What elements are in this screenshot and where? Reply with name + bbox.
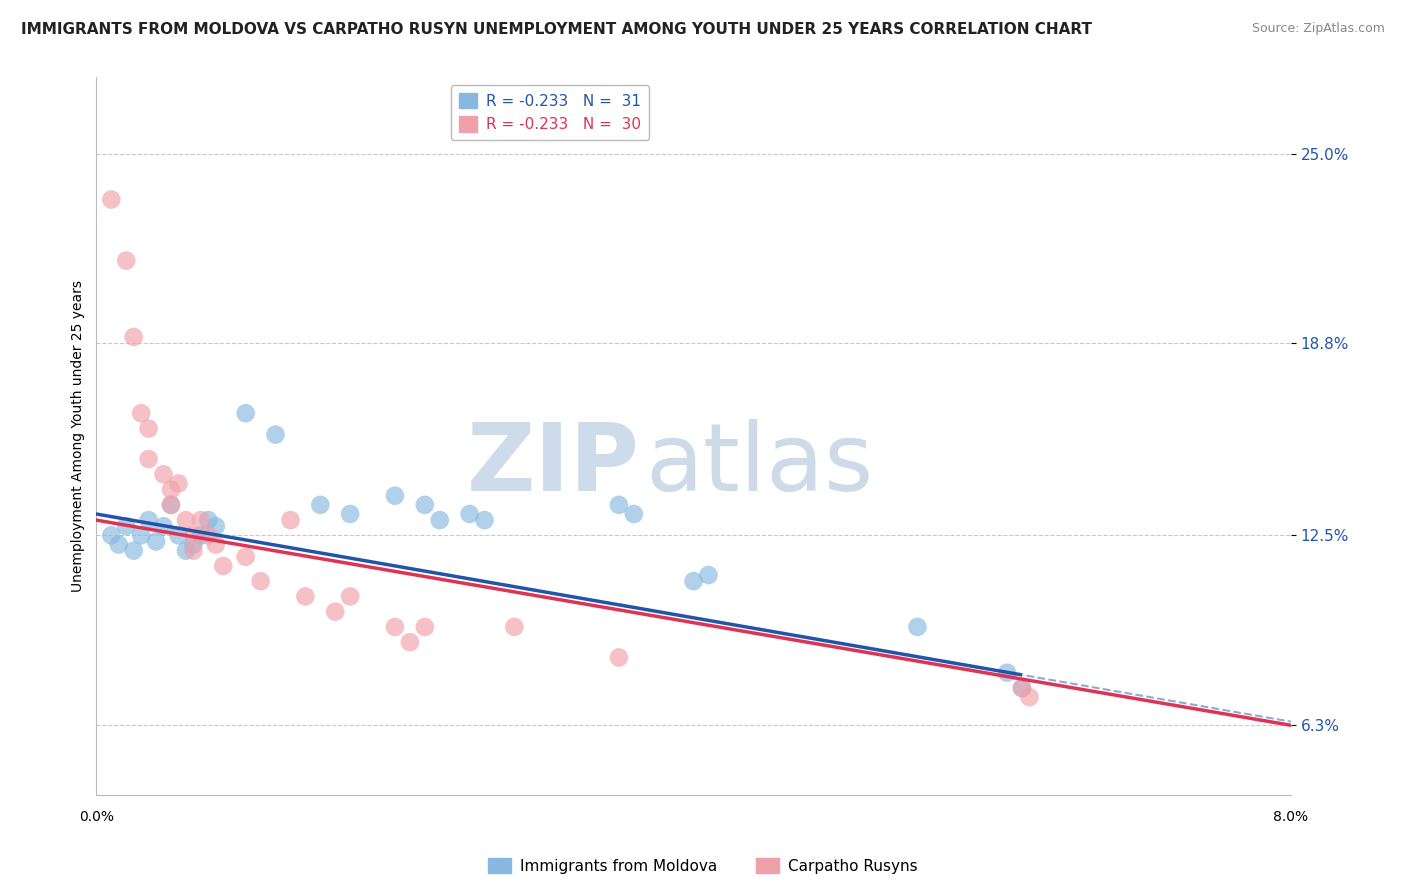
Point — [204, 537, 226, 551]
Point — [100, 193, 122, 207]
Point — [235, 406, 257, 420]
Point — [190, 513, 212, 527]
Point — [138, 452, 160, 467]
Point — [1011, 681, 1033, 695]
Text: 8.0%: 8.0% — [1274, 810, 1309, 824]
Point — [339, 507, 361, 521]
Point — [122, 543, 145, 558]
Point — [413, 620, 436, 634]
Point — [607, 498, 630, 512]
Point — [995, 665, 1018, 680]
Y-axis label: Unemployment Among Youth under 25 years: Unemployment Among Youth under 25 years — [72, 280, 86, 592]
Text: IMMIGRANTS FROM MOLDOVA VS CARPATHO RUSYN UNEMPLOYMENT AMONG YOUTH UNDER 25 YEAR: IMMIGRANTS FROM MOLDOVA VS CARPATHO RUSY… — [21, 22, 1092, 37]
Point — [1018, 690, 1040, 705]
Point — [503, 620, 526, 634]
Point — [190, 528, 212, 542]
Text: 0.0%: 0.0% — [79, 810, 114, 824]
Point — [413, 498, 436, 512]
Point — [384, 620, 406, 634]
Legend: R = -0.233   N =  31, R = -0.233   N =  30: R = -0.233 N = 31, R = -0.233 N = 30 — [451, 85, 650, 140]
Point — [384, 489, 406, 503]
Point — [429, 513, 451, 527]
Point — [129, 528, 152, 542]
Point — [294, 590, 316, 604]
Point — [249, 574, 271, 589]
Point — [697, 568, 720, 582]
Point — [167, 528, 190, 542]
Point — [323, 605, 346, 619]
Point — [138, 513, 160, 527]
Point — [152, 467, 174, 482]
Point — [145, 534, 167, 549]
Point — [115, 519, 138, 533]
Point — [174, 513, 197, 527]
Point — [160, 483, 183, 497]
Point — [235, 549, 257, 564]
Point — [309, 498, 332, 512]
Point — [623, 507, 645, 521]
Point — [122, 330, 145, 344]
Point — [607, 650, 630, 665]
Point — [458, 507, 481, 521]
Point — [280, 513, 302, 527]
Point — [907, 620, 929, 634]
Point — [183, 543, 205, 558]
Point — [160, 498, 183, 512]
Point — [682, 574, 704, 589]
Point — [174, 543, 197, 558]
Point — [183, 537, 205, 551]
Point — [107, 537, 129, 551]
Point — [100, 528, 122, 542]
Point — [129, 406, 152, 420]
Text: atlas: atlas — [645, 419, 875, 511]
Legend: Immigrants from Moldova, Carpatho Rusyns: Immigrants from Moldova, Carpatho Rusyns — [482, 852, 924, 880]
Point — [212, 558, 235, 573]
Point — [197, 528, 219, 542]
Text: ZIP: ZIP — [467, 419, 640, 511]
Point — [115, 253, 138, 268]
Point — [474, 513, 496, 527]
Point — [399, 635, 422, 649]
Point — [197, 513, 219, 527]
Point — [152, 519, 174, 533]
Point — [160, 498, 183, 512]
Point — [167, 476, 190, 491]
Point — [183, 528, 205, 542]
Point — [339, 590, 361, 604]
Point — [138, 421, 160, 435]
Point — [204, 519, 226, 533]
Text: Source: ZipAtlas.com: Source: ZipAtlas.com — [1251, 22, 1385, 36]
Point — [264, 427, 287, 442]
Point — [1011, 681, 1033, 695]
